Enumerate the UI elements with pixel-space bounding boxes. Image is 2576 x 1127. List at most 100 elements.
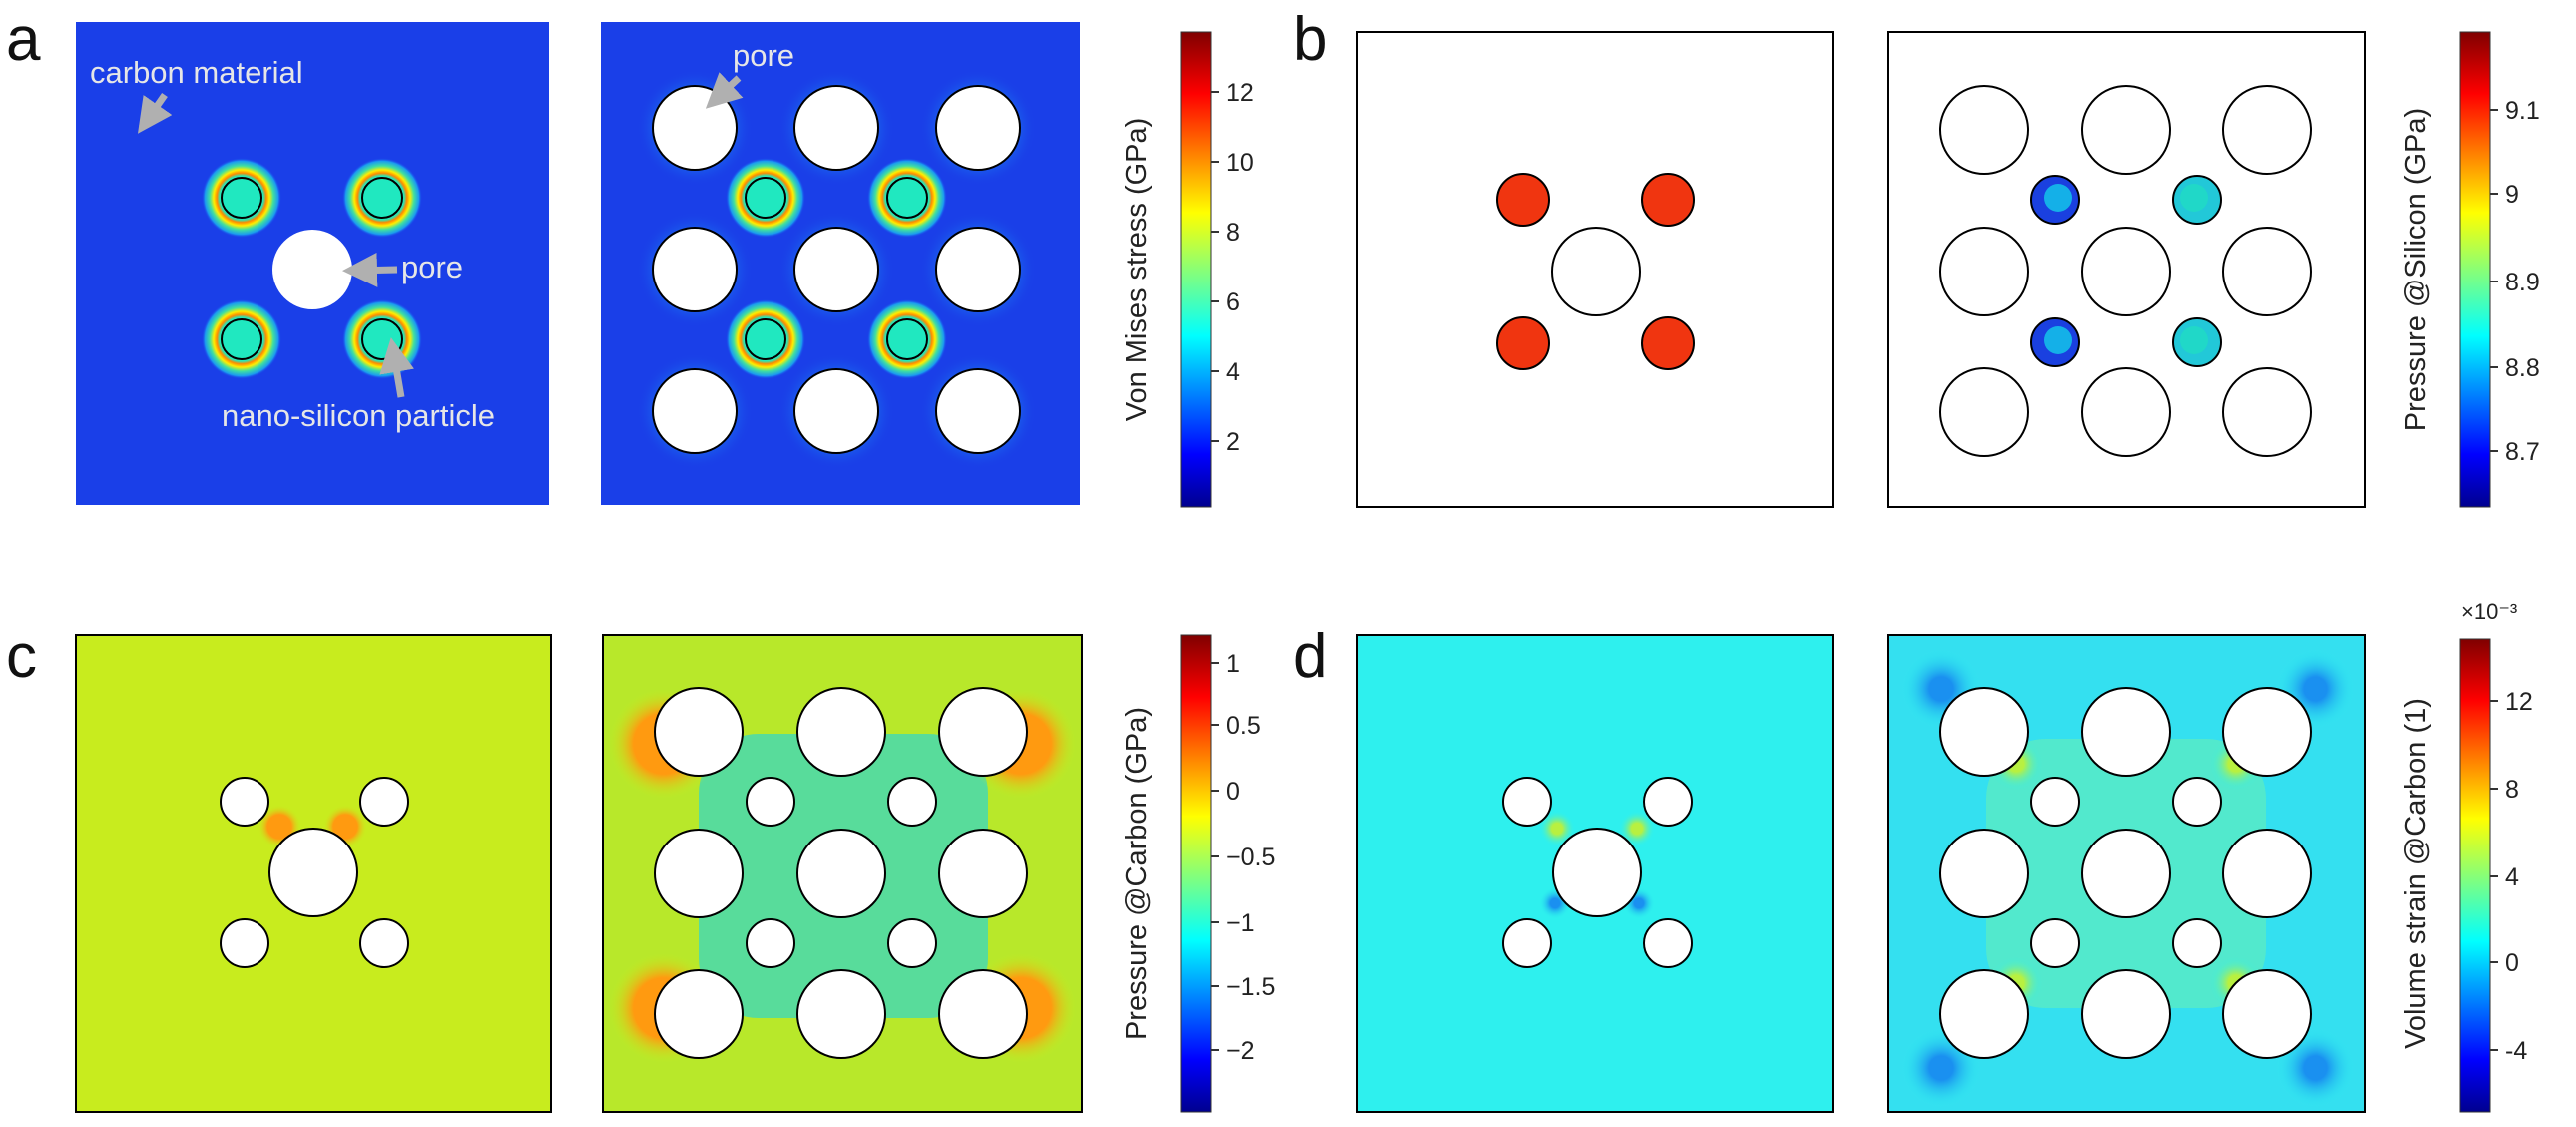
pore bbox=[935, 368, 1021, 454]
panel-d-left-plot bbox=[1356, 634, 1834, 1113]
colorbar-b-bar bbox=[2459, 31, 2491, 508]
colorbar-b-ticks: 9.1 9 8.9 8.8 8.7 bbox=[2490, 97, 2540, 466]
annotation-arrow bbox=[705, 72, 744, 109]
colorbar-b-tick-label: 8.8 bbox=[2505, 354, 2540, 382]
panel-c-right-plot bbox=[602, 634, 1083, 1113]
panel-a-right-plot bbox=[601, 22, 1080, 505]
colorbar-a-tick-label: 8 bbox=[1226, 219, 1240, 247]
pore bbox=[272, 230, 352, 309]
colorbar-d-tick-label: 0 bbox=[2505, 949, 2519, 977]
pore bbox=[793, 227, 879, 312]
pore bbox=[268, 828, 358, 917]
silicon-particle bbox=[361, 177, 403, 219]
colorbar-d-multiplier: ×10⁻³ bbox=[2461, 599, 2517, 624]
colorbar-b-label: Pressure @Silicon (GPa) bbox=[2400, 108, 2432, 431]
pore bbox=[2172, 777, 2222, 827]
colorbar-a-bar bbox=[1180, 31, 1212, 508]
pore bbox=[1939, 85, 2029, 175]
silicon-particle bbox=[745, 318, 786, 360]
pore bbox=[938, 969, 1028, 1059]
pore bbox=[2222, 969, 2312, 1059]
strain-hotspot bbox=[1619, 811, 1655, 846]
colorbar-d-tick-label: 4 bbox=[2505, 863, 2519, 891]
silicon-particle-core bbox=[2044, 326, 2072, 354]
pore bbox=[1939, 227, 2029, 316]
panel-d-right-plot bbox=[1887, 634, 2366, 1113]
pore bbox=[2222, 227, 2312, 316]
colorbar-c-tick-label: 1 bbox=[1226, 650, 1240, 678]
pore bbox=[652, 227, 738, 312]
pore bbox=[796, 829, 886, 918]
panel-letter-a: a bbox=[6, 5, 41, 74]
colorbar-d-tick-label: 12 bbox=[2505, 688, 2533, 716]
pore bbox=[359, 918, 409, 968]
annotation-arrow bbox=[379, 337, 414, 398]
colorbar-c-label: Pressure @Carbon (GPa) bbox=[1121, 707, 1153, 1040]
colorbar-c-tick-label: 0 bbox=[1226, 778, 1240, 806]
pore bbox=[935, 227, 1021, 312]
colorbar-a-tick-label: 4 bbox=[1226, 358, 1240, 386]
panel-d-left-field bbox=[1356, 634, 1834, 1113]
pore bbox=[1939, 829, 2029, 918]
pore bbox=[2081, 969, 2171, 1059]
colorbar-c-bar bbox=[1180, 634, 1212, 1113]
colorbar-d: ×10⁻³ 12 8 4 0 -4 Volume strain @Carbon … bbox=[2400, 599, 2533, 1113]
panel-c: c bbox=[6, 622, 1275, 1113]
pore bbox=[1939, 969, 2029, 1059]
pore bbox=[2081, 85, 2171, 175]
pore bbox=[2222, 85, 2312, 175]
silicon-particle bbox=[1496, 173, 1550, 227]
pore bbox=[2081, 687, 2171, 777]
silicon-particle bbox=[221, 318, 262, 360]
annotation-carbon-material: carbon material bbox=[90, 55, 303, 90]
panel-a-left-plot bbox=[76, 22, 549, 505]
pore bbox=[2081, 829, 2171, 918]
silicon-particle bbox=[1641, 173, 1695, 227]
silicon-particle-core bbox=[2180, 326, 2208, 354]
pore bbox=[2172, 918, 2222, 968]
pore bbox=[887, 777, 937, 827]
pore bbox=[2030, 777, 2080, 827]
panel-b-right-plot bbox=[1887, 31, 2366, 508]
silicon-particle-core bbox=[2180, 184, 2208, 212]
colorbar-d-tick-label: 8 bbox=[2505, 776, 2519, 804]
colorbar-a-label: Von Mises stress (GPa) bbox=[1121, 118, 1153, 422]
panel-b: b bbox=[1293, 5, 2540, 508]
pore bbox=[793, 368, 879, 454]
panel-a-annotations: carbon material pore nano-silicon partic… bbox=[90, 38, 794, 433]
pore bbox=[2222, 367, 2312, 457]
pore bbox=[359, 777, 409, 827]
pore bbox=[1643, 918, 1693, 968]
panel-letter-b: b bbox=[1293, 5, 1327, 74]
panel-a-left-particles bbox=[202, 158, 422, 379]
panel-d: d bbox=[1293, 599, 2533, 1113]
panel-letter-c: c bbox=[6, 622, 37, 691]
panel-a-right-particles bbox=[726, 158, 947, 379]
colorbar-b-tick-label: 8.7 bbox=[2505, 438, 2540, 466]
colorbar-d-bar bbox=[2459, 638, 2491, 1113]
pore bbox=[2222, 687, 2312, 777]
colorbar-a-tick-label: 10 bbox=[1226, 149, 1254, 177]
colorbar-c: 1 0.5 0 −0.5 −1 −1.5 −2 Pressure @Carbon… bbox=[1121, 634, 1275, 1113]
colorbar-c-ticks: 1 0.5 0 −0.5 −1 −1.5 −2 bbox=[1211, 650, 1275, 1065]
pore bbox=[2081, 367, 2171, 457]
silicon-particle bbox=[1496, 316, 1550, 370]
colorbar-d-tick-label: -4 bbox=[2505, 1037, 2527, 1065]
pore bbox=[220, 777, 269, 827]
colorbar-c-tick-label: −1 bbox=[1226, 909, 1255, 937]
silicon-particle bbox=[745, 177, 786, 219]
colorbar-c-tick-label: 0.5 bbox=[1226, 712, 1261, 740]
pore bbox=[220, 918, 269, 968]
pore bbox=[652, 368, 738, 454]
colorbar-b-tick-label: 9.1 bbox=[2505, 97, 2540, 125]
colorbar-c-tick-label: −2 bbox=[1226, 1037, 1255, 1065]
pore bbox=[793, 85, 879, 171]
pore bbox=[654, 687, 744, 777]
colorbar-a-tick-label: 6 bbox=[1226, 288, 1240, 316]
colorbar-d-label: Volume strain @Carbon (1) bbox=[2400, 698, 2432, 1049]
pore bbox=[1939, 367, 2029, 457]
silicon-particle bbox=[886, 318, 928, 360]
pore bbox=[1502, 777, 1552, 827]
pore bbox=[1502, 918, 1552, 968]
